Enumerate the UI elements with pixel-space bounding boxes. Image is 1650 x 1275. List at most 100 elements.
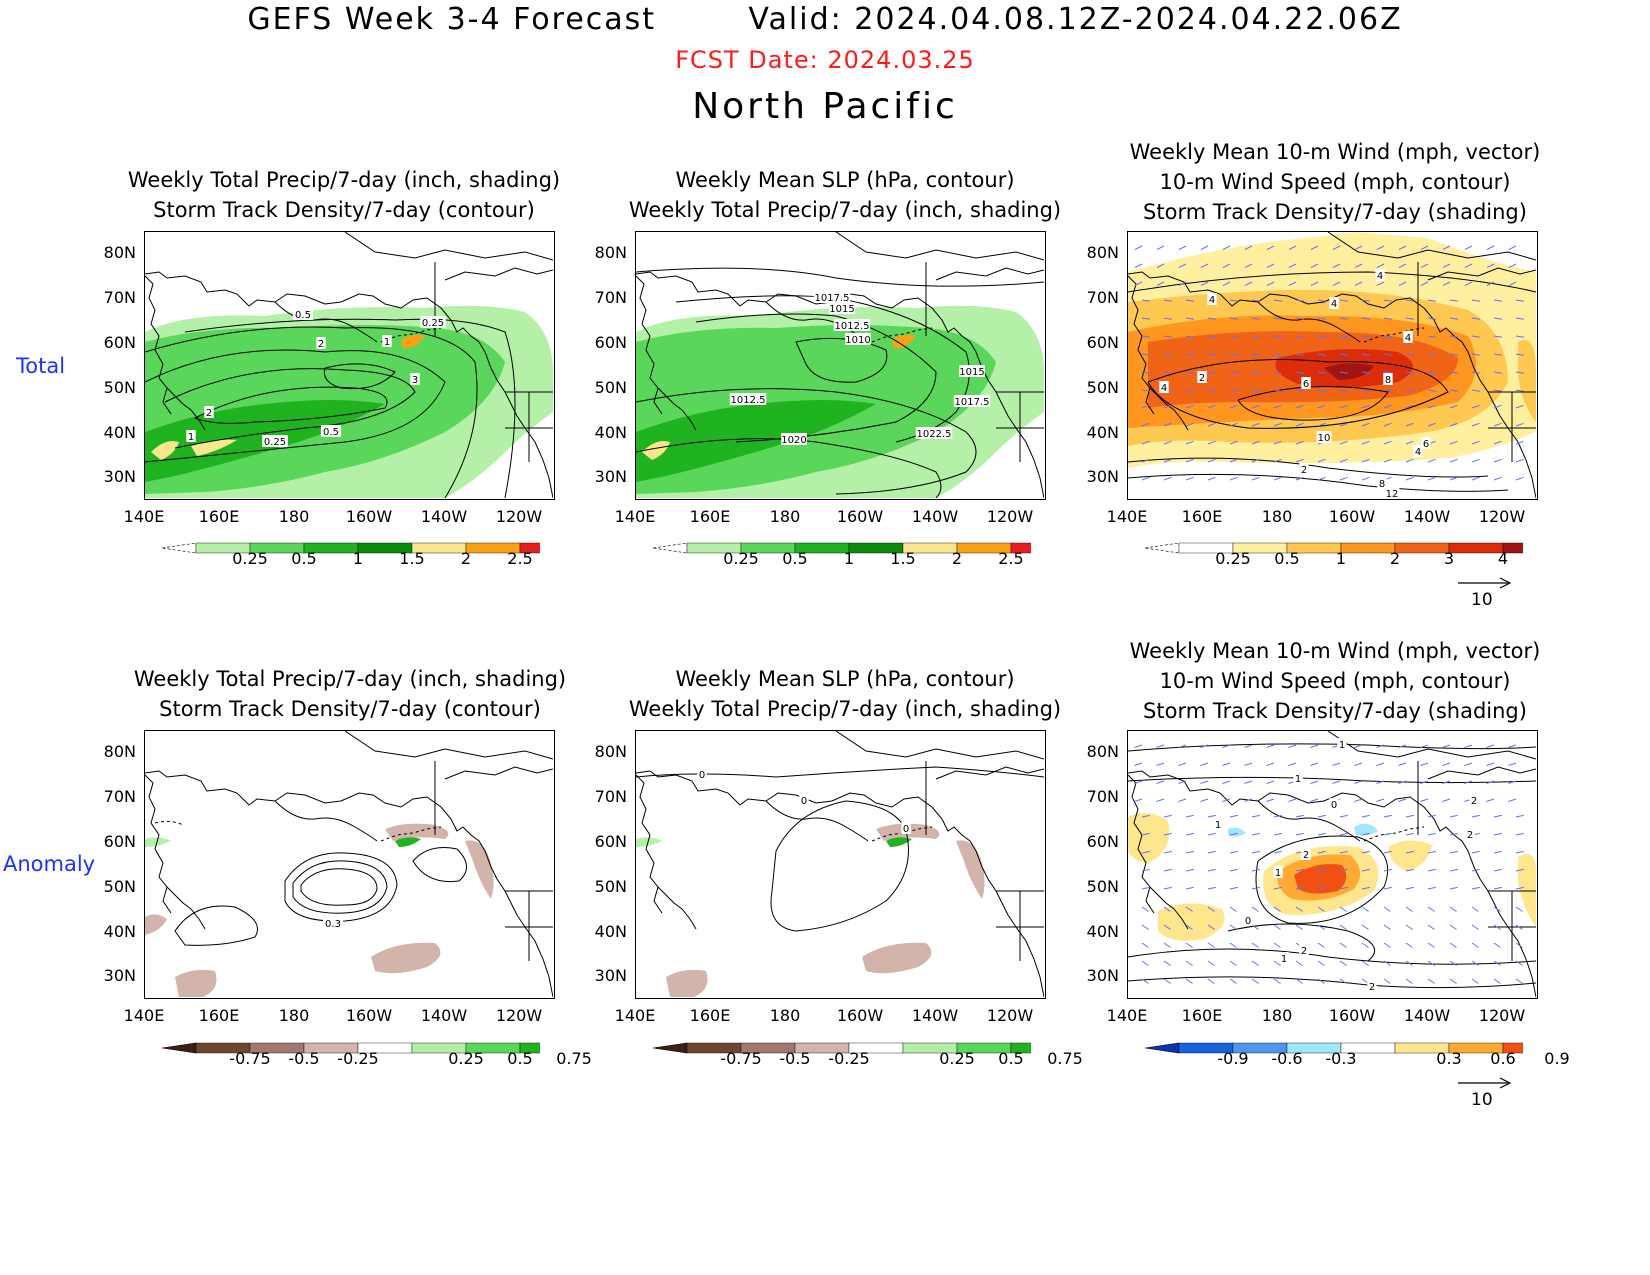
wind-vector [1383,317,1392,320]
wind-vector [1273,404,1282,409]
wind-vector [1383,353,1392,356]
wind-vector [1361,868,1370,872]
wind-vector [1141,960,1149,966]
lon-tick-label: 140E [614,507,656,526]
colorbar-end [161,542,197,554]
wind-vector [1449,335,1458,338]
wind-vector [1251,960,1259,966]
wind-vector [1354,744,1363,748]
wind-vector [1427,850,1436,854]
wind-vector [1339,335,1348,338]
svg-text:0: 0 [1245,916,1251,927]
storm-anom-shade [1388,840,1432,871]
wind-vector [1163,924,1171,930]
lon-tick-label: 120W [1478,507,1526,526]
wind-anom-contour [1128,948,1536,965]
coastline-arctic [835,731,1044,760]
lon-tick-label: 140E [123,1006,165,1025]
wind-vector [1493,458,1502,463]
wind-vector [1163,814,1172,818]
wind-vector [1295,832,1304,836]
wind-vector [1471,868,1480,872]
wind-vector [1222,281,1231,287]
lat-tick-label: 70N [594,787,627,806]
wind-vector [1398,281,1407,287]
coastline [1128,271,1536,498]
wind-vector [1442,744,1451,748]
wind-vector [1229,960,1237,966]
colorbar-end [161,1042,197,1054]
wind-vector [1376,798,1385,802]
wind-vector [1376,744,1385,748]
wind-vector [1361,458,1370,463]
title-wind-anom: Weekly Mean 10-m Wind (mph, vector) 10-m… [1129,639,1541,723]
wind-vector [1471,906,1479,912]
wind-vector [1185,299,1194,302]
wind-vector [1339,906,1347,912]
wind-vector [1486,780,1495,784]
wind-vector [1273,476,1282,481]
lat-tick-label: 80N [103,742,136,761]
contour-label: 3 [410,373,420,386]
wind-vector [1464,245,1473,251]
wind-vector [1332,245,1341,251]
wind-vector [1163,476,1172,481]
lon-tick-label: 140W [420,507,468,526]
contour-label: 1 [1279,952,1289,965]
wind-vector [1134,263,1143,269]
wind-vector [1178,780,1187,784]
wind-vector [1134,780,1143,784]
region-title: North Pacific [692,86,958,127]
svg-text:2: 2 [1471,796,1477,807]
wind-anom-contour [1128,743,1536,752]
wind-vector [1515,458,1524,463]
colorbar-label: 0.5 [998,1049,1024,1068]
lon-tick-label: 140E [1106,507,1148,526]
lon-tick-label: 160E [198,1006,240,1025]
title-wind-total: Weekly Mean 10-m Wind (mph, vector) 10-m… [1129,140,1541,224]
wind-vector [1339,476,1348,481]
wind-vector [1405,832,1414,836]
svg-text:1: 1 [1275,868,1281,879]
wind-vector [1515,960,1523,966]
svg-text:2: 2 [206,408,212,419]
wind-vector [1471,476,1480,481]
wind-vector [1251,371,1260,374]
wind-vector [1310,780,1319,784]
wind-vector [1141,335,1150,338]
colorbar-label: 0.5 [291,549,317,568]
wind-vector [1405,924,1413,930]
contour-label: 1012.5 [833,319,871,332]
wind-vector [1163,353,1172,356]
wind-vector [1141,389,1150,392]
wind-vector [1427,299,1436,302]
wind-vector [1288,744,1297,748]
wind-vector [1449,868,1458,872]
wind-vector [1185,440,1194,445]
wind-vector [1515,440,1524,445]
wind-vector [1317,960,1325,966]
wind-vector [1405,353,1414,356]
wind-vector [1317,868,1326,872]
wind-vector [1339,458,1348,463]
svg-text:8: 8 [1385,375,1391,386]
contour-label: 2 [1367,980,1377,993]
wind-vector [1486,245,1495,251]
lon-tick-label: 140W [911,1006,959,1025]
wind-vector [1486,263,1495,269]
wind-vector [1141,317,1150,320]
svg-text:12: 12 [1386,489,1399,498]
wind-vector [1493,389,1502,392]
wind-vector [1515,942,1523,948]
wind-vector [1207,814,1216,818]
wind-vector [1244,281,1253,287]
wind-vector [1376,780,1385,784]
wind-vector [1515,404,1524,409]
storm-track-anom-contour [174,905,258,946]
wind-vector [1163,458,1172,463]
wind-vector [1273,353,1282,356]
wind-anom-contour [1128,976,1536,989]
wind-vector [1156,762,1165,766]
wind-vector [1273,814,1282,818]
lat-tick-label: 50N [103,378,136,397]
